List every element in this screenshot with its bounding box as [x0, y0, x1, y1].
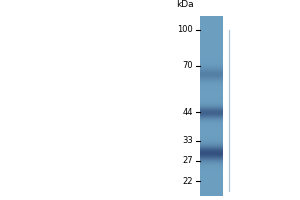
Text: 33: 33: [182, 136, 193, 145]
Text: 22: 22: [183, 177, 193, 186]
Text: kDa: kDa: [176, 0, 193, 9]
Text: 27: 27: [183, 156, 193, 165]
Text: 44: 44: [183, 108, 193, 117]
Text: 100: 100: [178, 25, 193, 34]
Text: 70: 70: [183, 61, 193, 70]
